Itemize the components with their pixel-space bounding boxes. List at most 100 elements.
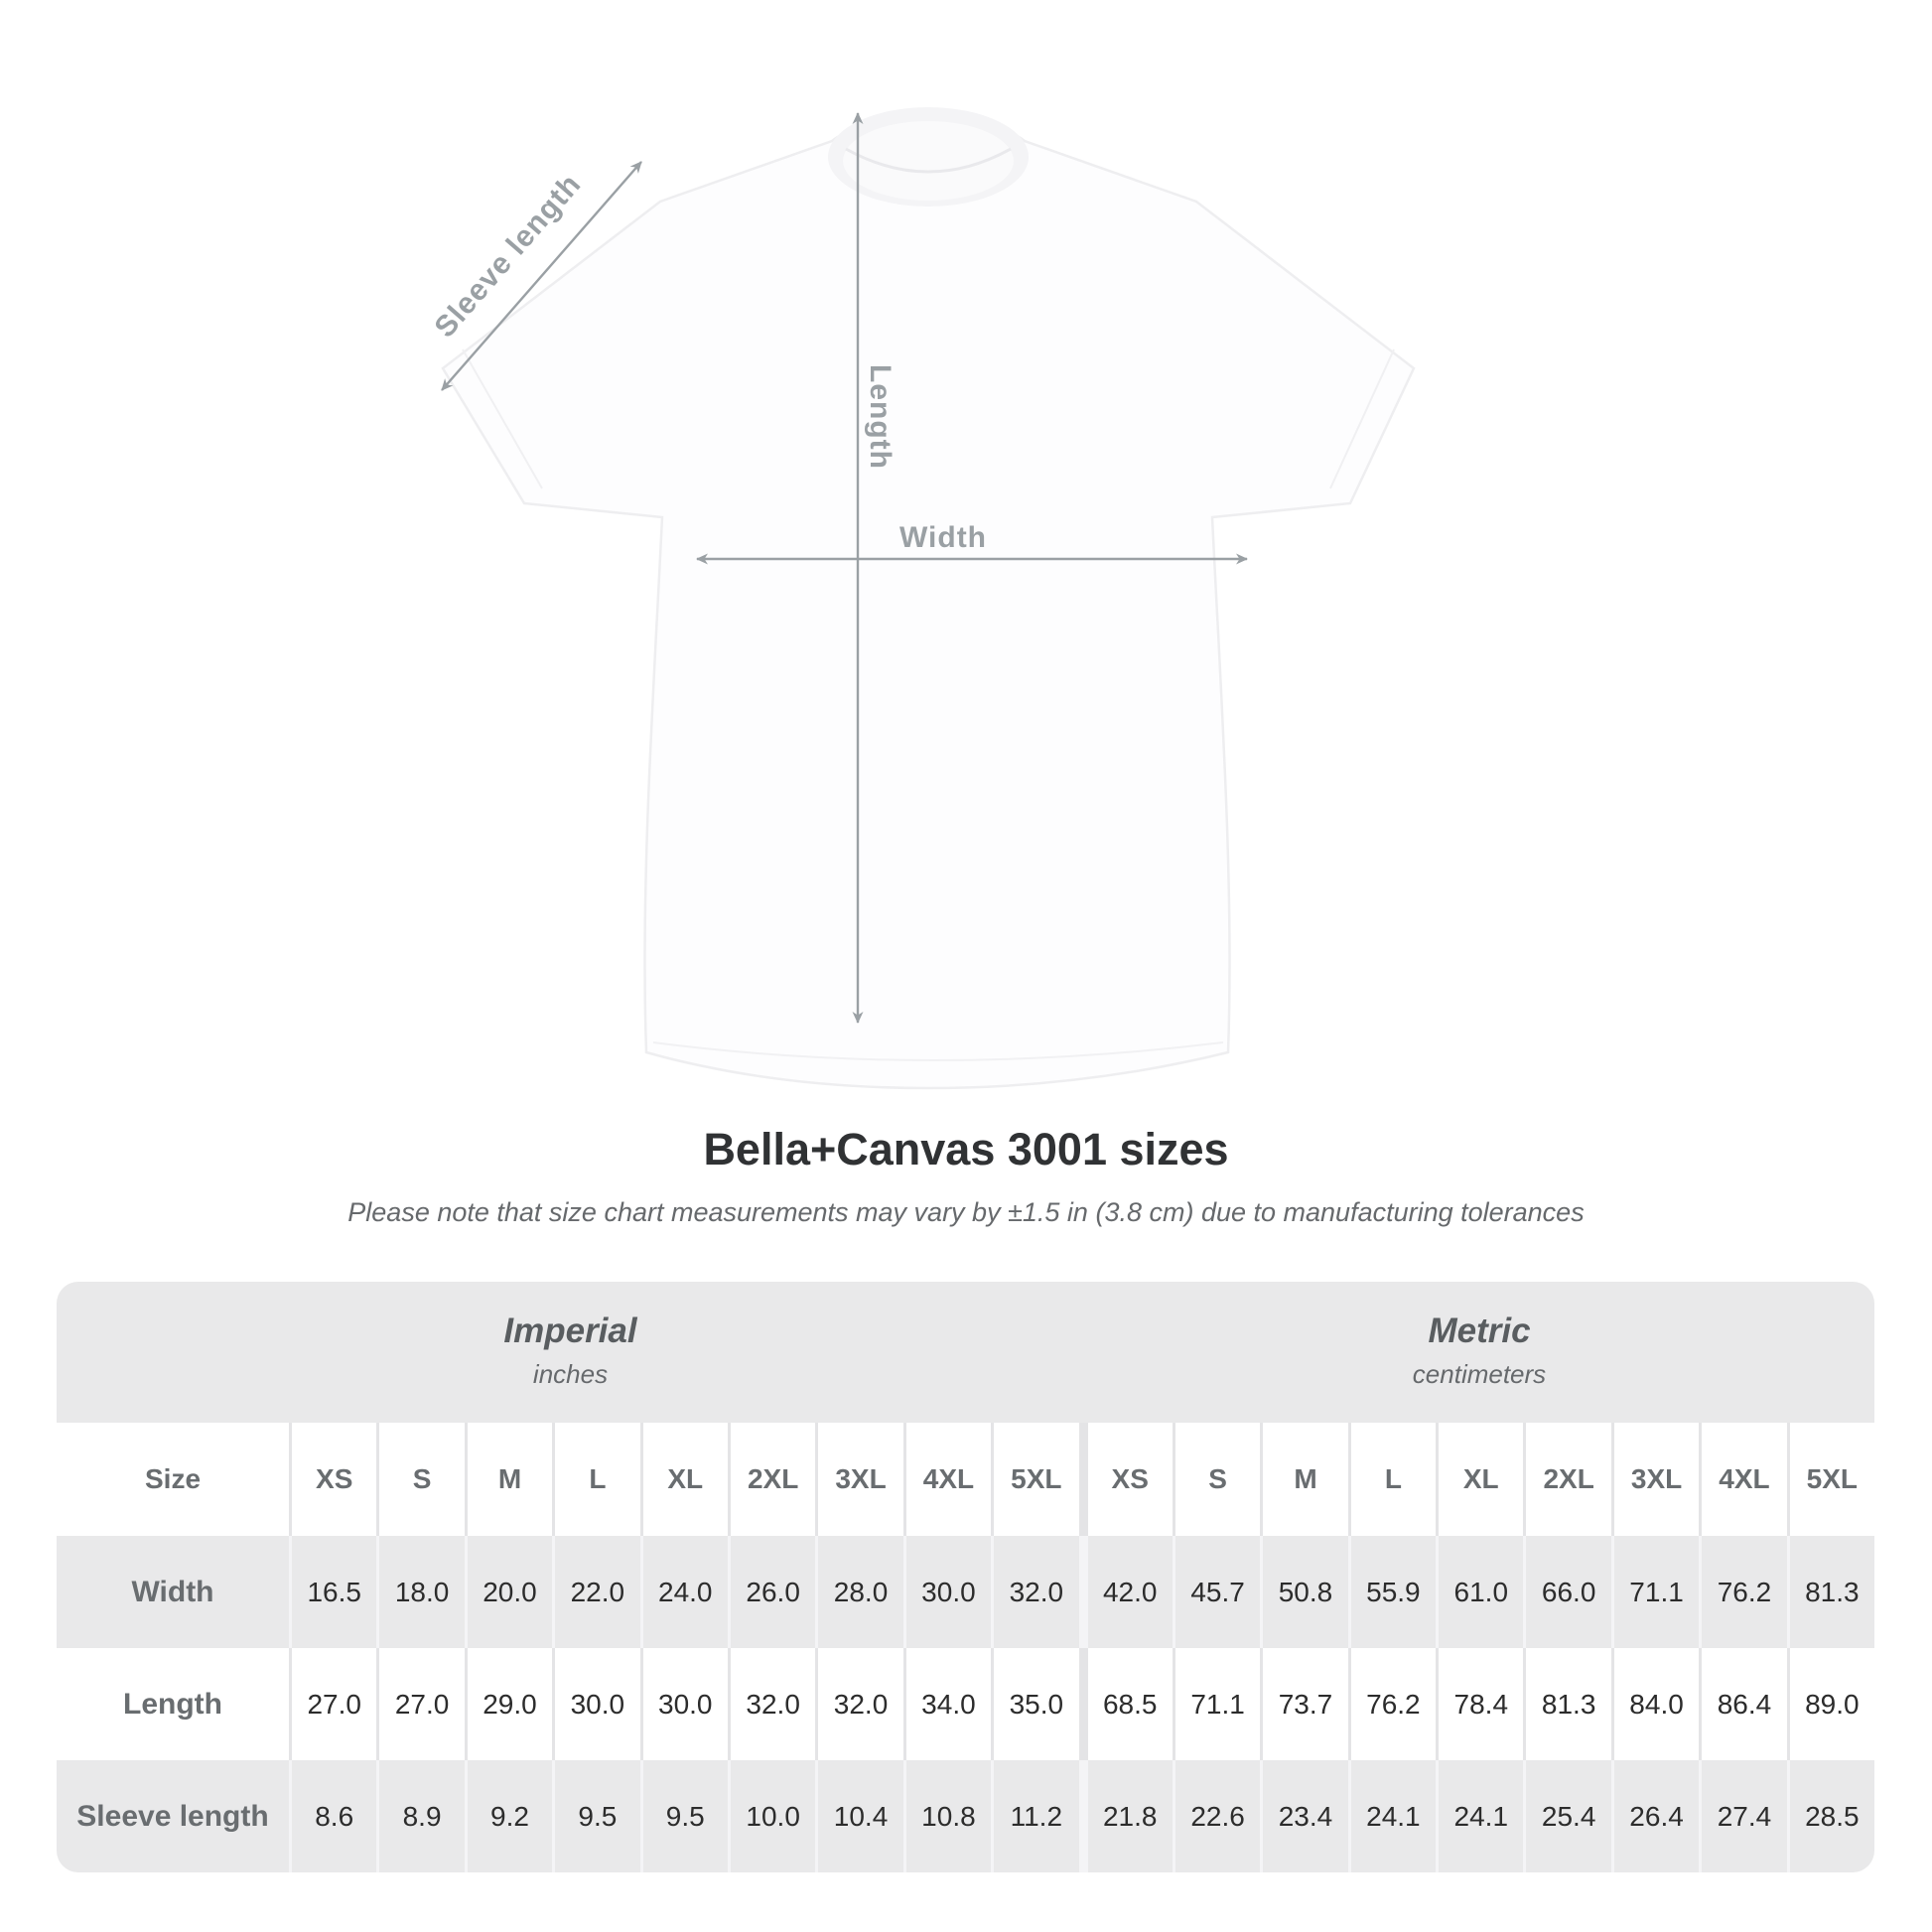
size-header-cell: 2XL xyxy=(1523,1423,1610,1536)
measurement-value-cell: 29.0 xyxy=(464,1648,552,1760)
size-header-cell: 4XL xyxy=(1699,1423,1786,1536)
measurement-value-cell: 30.0 xyxy=(902,1536,991,1648)
measurement-value-cell: 55.9 xyxy=(1347,1536,1436,1648)
measurement-row-label: Width xyxy=(131,1575,214,1608)
measurement-value-cell: 9.5 xyxy=(552,1760,639,1872)
size-header-cell: XS xyxy=(1078,1423,1173,1536)
measurement-value-cell: 26.0 xyxy=(727,1536,815,1648)
measurement-value-cell: 27.0 xyxy=(289,1648,376,1760)
measurement-row-label: Length xyxy=(123,1687,222,1721)
measurement-value-cell: 11.2 xyxy=(991,1760,1078,1872)
measurement-row-label: Sleeve length xyxy=(76,1799,269,1833)
measurement-value-cell: 76.2 xyxy=(1699,1536,1786,1648)
tshirt-measurement-figure: Sleeve length Length Width xyxy=(428,107,1416,1090)
size-header-row: Size XS S M L XL 2XL 3XL 4XL 5XL XS S M L XL 2XL 3XL 4XL 5… xyxy=(57,1423,1874,1536)
size-column-header: Size xyxy=(144,1463,202,1494)
measurement-value-cell: 22.6 xyxy=(1172,1760,1260,1872)
measurement-value-cell: 32.0 xyxy=(727,1648,815,1760)
measurement-value-cell: 27.0 xyxy=(376,1648,464,1760)
metric-section-unit: centimeters xyxy=(1412,1358,1547,1389)
measurement-value-cell: 10.0 xyxy=(727,1760,815,1872)
measurement-value-cell: 84.0 xyxy=(1610,1648,1699,1760)
measurement-value-cell: 50.8 xyxy=(1260,1536,1347,1648)
measurement-value-cell: 30.0 xyxy=(639,1648,728,1760)
measurement-value-cell: 81.3 xyxy=(1523,1648,1610,1760)
measurement-value-cell: 18.0 xyxy=(376,1536,464,1648)
measurement-row: Length 27.0 27.0 29.0 30.0 30.0 32.0 32.0 34.0 35… xyxy=(57,1648,1874,1760)
unit-section-headers: Imperial inches Metric centimeters xyxy=(57,1282,1874,1423)
size-header-cell: L xyxy=(1347,1423,1436,1536)
size-header-cell: 3XL xyxy=(815,1423,902,1536)
measurement-value-cell: 28.0 xyxy=(815,1536,902,1648)
size-header-cell: XL xyxy=(1436,1423,1523,1536)
size-header-cell: 5XL xyxy=(991,1423,1078,1536)
measurement-value-cell: 61.0 xyxy=(1436,1536,1523,1648)
size-header-cell: 3XL xyxy=(1610,1423,1699,1536)
size-table-grid: Size XS S M L XL 2XL 3XL 4XL 5XL XS S M L XL 2XL 3XL 4XL 5… xyxy=(57,1423,1874,1872)
measurement-value-cell: 26.4 xyxy=(1610,1760,1699,1872)
size-header-cell: M xyxy=(1260,1423,1347,1536)
measurement-value-cell: 73.7 xyxy=(1260,1648,1347,1760)
measurement-value-cell: 45.7 xyxy=(1172,1536,1260,1648)
tshirt-silhouette xyxy=(441,117,1416,1090)
measurement-value-cell: 27.4 xyxy=(1699,1760,1786,1872)
measurement-value-cell: 78.4 xyxy=(1436,1648,1523,1760)
measurement-value-cell: 21.8 xyxy=(1078,1760,1173,1872)
size-header-cell: XL xyxy=(639,1423,728,1536)
size-header-cell: 5XL xyxy=(1786,1423,1874,1536)
imperial-section-unit: inches xyxy=(532,1358,609,1389)
measurement-value-cell: 8.6 xyxy=(289,1760,376,1872)
size-header-cell: M xyxy=(464,1423,552,1536)
tolerance-note: Please note that size chart measurements… xyxy=(347,1197,1585,1227)
measurement-value-cell: 35.0 xyxy=(991,1648,1078,1760)
size-header-cell: S xyxy=(376,1423,464,1536)
length-label: Length xyxy=(864,364,897,470)
measurement-value-cell: 71.1 xyxy=(1172,1648,1260,1760)
measurement-value-cell: 86.4 xyxy=(1699,1648,1786,1760)
measurement-value-cell: 20.0 xyxy=(464,1536,552,1648)
imperial-section-title: Imperial xyxy=(503,1311,637,1350)
width-label: Width xyxy=(898,521,988,554)
measurement-value-cell: 25.4 xyxy=(1523,1760,1610,1872)
tshirt-hem-seam xyxy=(652,1041,1224,1061)
measurement-value-cell: 10.4 xyxy=(815,1760,902,1872)
metric-section-header: Metric centimeters xyxy=(1084,1282,1874,1423)
measurement-row: Width 16.5 18.0 20.0 22.0 24.0 26.0 28.0 30.0 32.… xyxy=(57,1536,1874,1648)
sleeve-length-arrow xyxy=(441,161,642,391)
tshirt-collar-opening xyxy=(843,121,1014,201)
tshirt-diagram-svg xyxy=(441,107,1416,1090)
measurement-value-cell: 81.3 xyxy=(1786,1536,1874,1648)
size-header-cell: 2XL xyxy=(727,1423,815,1536)
page-title: Bella+Canvas 3001 sizes xyxy=(703,1124,1229,1174)
measurement-value-cell: 16.5 xyxy=(289,1536,376,1648)
measurement-value-cell: 68.5 xyxy=(1078,1648,1173,1760)
measurement-value-cell: 42.0 xyxy=(1078,1536,1173,1648)
measurement-value-cell: 32.0 xyxy=(815,1648,902,1760)
measurement-value-cell: 89.0 xyxy=(1786,1648,1874,1760)
measurement-value-cell: 8.9 xyxy=(376,1760,464,1872)
measurement-value-cell: 34.0 xyxy=(902,1648,991,1760)
measurement-value-cell: 22.0 xyxy=(552,1536,639,1648)
tshirt-right-cuff-seam xyxy=(1329,348,1395,489)
measurement-value-cell: 66.0 xyxy=(1523,1536,1610,1648)
measurement-value-cell: 23.4 xyxy=(1260,1760,1347,1872)
measurement-value-cell: 71.1 xyxy=(1610,1536,1699,1648)
measurement-value-cell: 10.8 xyxy=(902,1760,991,1872)
measurement-value-cell: 30.0 xyxy=(552,1648,639,1760)
measurement-value-cell: 32.0 xyxy=(991,1536,1078,1648)
measurement-value-cell: 24.0 xyxy=(639,1536,728,1648)
imperial-section-header: Imperial inches xyxy=(57,1282,1084,1423)
measurement-value-cell: 9.5 xyxy=(639,1760,728,1872)
measurement-value-cell: 28.5 xyxy=(1786,1760,1874,1872)
metric-section-title: Metric xyxy=(1428,1311,1531,1350)
size-header-cell: XS xyxy=(289,1423,376,1536)
measurement-row: Sleeve length 8.6 8.9 9.2 9.5 9.5 10.0 10.4 10.8… xyxy=(57,1760,1874,1872)
measurement-value-cell: 76.2 xyxy=(1347,1648,1436,1760)
size-header-cell: 4XL xyxy=(902,1423,991,1536)
size-header-cell: L xyxy=(552,1423,639,1536)
size-table-card: Imperial inches Metric centimeters Size X… xyxy=(57,1282,1874,1872)
tshirt-collar-shadow xyxy=(845,147,1012,174)
size-header-cell: S xyxy=(1172,1423,1260,1536)
measurement-value-cell: 24.1 xyxy=(1436,1760,1523,1872)
